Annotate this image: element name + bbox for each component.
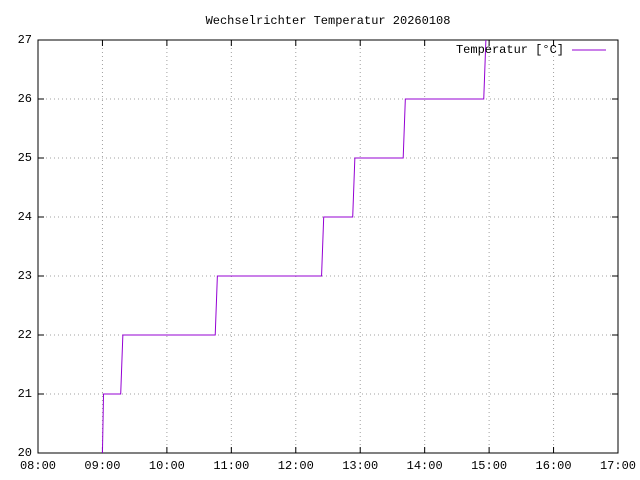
legend-label: Temperatur [°C] [456, 43, 564, 57]
plot-border [37, 39, 619, 454]
y-tick-label: 20 [18, 446, 32, 460]
y-tick-label: 24 [18, 210, 32, 224]
x-tick-label: 13:00 [342, 459, 378, 473]
x-tick-label: 14:00 [407, 459, 443, 473]
data-line [101, 39, 487, 454]
x-tick-label: 08:00 [20, 459, 56, 473]
y-tick-label: 27 [18, 33, 32, 47]
y-tick-label: 26 [18, 92, 32, 106]
y-tick-label: 23 [18, 269, 32, 283]
x-tick-label: 11:00 [213, 459, 249, 473]
chart-title: Wechselrichter Temperatur 20260108 [206, 14, 451, 28]
y-tick-label: 21 [18, 387, 32, 401]
x-tick-label: 16:00 [536, 459, 572, 473]
x-tick-label: 09:00 [84, 459, 120, 473]
x-tick-label: 15:00 [471, 459, 507, 473]
x-tick-label: 17:00 [600, 459, 636, 473]
y-tick-label: 25 [18, 151, 32, 165]
y-tick-label: 22 [18, 328, 32, 342]
x-tick-label: 10:00 [149, 459, 185, 473]
x-tick-label: 12:00 [278, 459, 314, 473]
